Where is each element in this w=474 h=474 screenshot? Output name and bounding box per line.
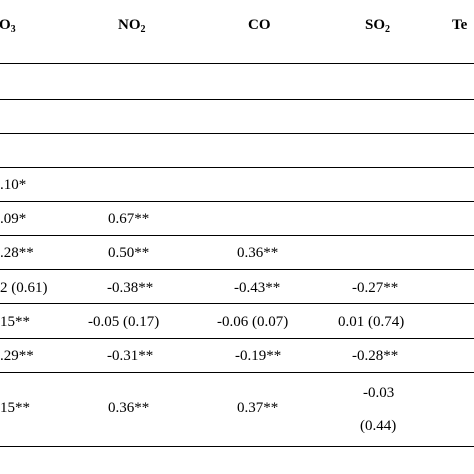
header-o3: O3 [0,17,16,35]
cell-row7-o3: 2 (0.61) [0,280,48,296]
cell-row8-no2: -0.05 (0.17) [88,314,160,330]
rule-row-6 [0,269,474,270]
header-te: Te [452,17,468,33]
cell-row6-co: 0.36** [237,245,279,261]
cell-row10-so2-line2: (0.44) [360,418,397,434]
cell-row7-co: -0.43** [234,280,281,296]
cell-row4-o3: .10* [0,177,27,193]
rule-row-8 [0,338,474,339]
cell-row8-co: -0.06 (0.07) [217,314,289,330]
rule-row-4 [0,201,474,202]
cell-row8-o3: 15** [0,314,30,330]
cell-row6-no2: 0.50** [108,245,150,261]
header-co: CO [248,17,271,33]
cell-row9-o3: .29** [0,348,34,364]
rule-row-9 [0,372,474,373]
header-no2: NO2 [118,17,146,35]
cell-row10-so2-line1: -0.03 [363,385,395,401]
rule-row-3 [0,167,474,168]
cell-row8-so2: 0.01 (0.74) [338,314,405,330]
rule-row-1 [0,99,474,100]
rule-row-7 [0,303,474,304]
cell-row10-co: 0.37** [237,400,279,416]
cell-row6-o3: .28** [0,245,34,261]
cell-row5-o3: .09* [0,211,27,227]
cell-row7-no2: -0.38** [107,280,154,296]
cell-row9-so2: -0.28** [352,348,399,364]
rule-row-5 [0,235,474,236]
cell-row9-no2: -0.31** [107,348,154,364]
rule-header-bottom [0,63,474,64]
cell-row10-o3: 15** [0,400,30,416]
rule-row-2 [0,133,474,134]
cell-row10-no2: 0.36** [108,400,150,416]
cell-row5-no2: 0.67** [108,211,150,227]
rule-table-bottom [0,446,474,447]
header-so2: SO2 [365,17,391,35]
cell-row9-co: -0.19** [235,348,282,364]
cell-row7-so2: -0.27** [352,280,399,296]
